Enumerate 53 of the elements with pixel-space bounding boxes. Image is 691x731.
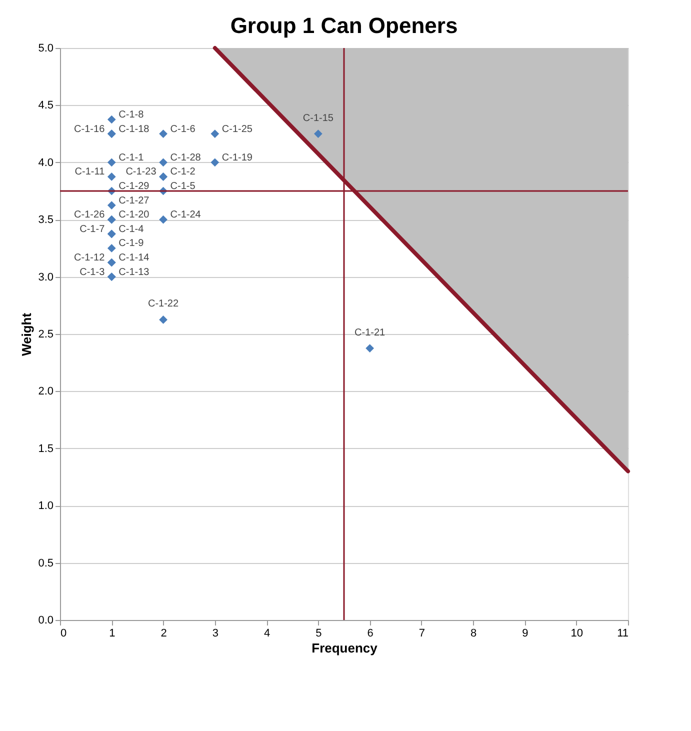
data-label: C-1-26 [74, 210, 106, 221]
data-label: C-1-22 [148, 298, 179, 310]
data-label: C-1-14 [118, 252, 150, 264]
x-tick-label: 11 [617, 628, 628, 640]
x-tick-label: 5 [316, 628, 322, 640]
data-label: C-1-29 [118, 181, 150, 192]
x-tick-label: 4 [264, 628, 270, 640]
data-label: C-1-1 [118, 152, 144, 164]
data-label: C-1-7 [80, 224, 106, 235]
data-label: C-1-28 [170, 152, 202, 164]
y-tick-label: 3.5 [38, 214, 54, 226]
data-label: C-1-2 [170, 166, 196, 178]
x-tick-label: 2 [160, 628, 167, 640]
x-tick-label: 1 [109, 628, 116, 640]
data-label: C-1-23 [126, 166, 157, 178]
data-label: C-1-9 [118, 238, 144, 250]
data-label: C-1-16 [74, 124, 106, 135]
data-label: C-1-24 [170, 210, 202, 221]
chart-title: Group 1 Can Openers [230, 13, 458, 38]
data-label: C-1-4 [118, 224, 144, 235]
data-label: C-1-5 [170, 181, 196, 192]
x-axis-title: Frequency [312, 640, 378, 656]
x-tick-label: 9 [522, 628, 528, 640]
data-label: C-1-20 [118, 210, 150, 221]
data-label: C-1-8 [118, 110, 144, 120]
x-tick-label: 10 [570, 628, 583, 640]
y-tick-label: 1.5 [38, 442, 54, 455]
y-tick-label: 2.5 [38, 328, 54, 340]
data-label: C-1-6 [170, 124, 196, 135]
data-label: C-1-25 [222, 124, 253, 135]
data-label: C-1-3 [80, 266, 106, 278]
x-tick-label: 0 [60, 628, 67, 640]
data-label: C-1-18 [118, 124, 150, 135]
y-tick-label: 0.5 [38, 557, 54, 570]
y-tick-label: 0.0 [38, 614, 54, 626]
x-tick-label: 6 [367, 628, 374, 640]
y-tick-label: 1.0 [38, 500, 54, 512]
y-tick-label: 3.0 [38, 271, 54, 284]
data-label: C-1-27 [118, 195, 150, 206]
data-label: C-1-15 [302, 112, 334, 124]
data-label: C-1-11 [74, 166, 106, 178]
data-label: C-1-13 [118, 266, 150, 278]
y-tick-label: 5.0 [38, 42, 54, 54]
x-tick-label: 8 [470, 628, 477, 640]
data-label: C-1-12 [74, 252, 106, 264]
y-tick-label: 2.0 [38, 386, 54, 398]
x-tick-label: 3 [212, 628, 218, 640]
y-axis-title: Weight [19, 312, 34, 356]
x-tick-label: 7 [418, 628, 426, 640]
data-label: C-1-19 [222, 152, 253, 164]
y-tick-label: 4.0 [38, 156, 54, 169]
y-tick-label: 4.5 [38, 100, 54, 112]
data-label: C-1-21 [354, 327, 386, 338]
